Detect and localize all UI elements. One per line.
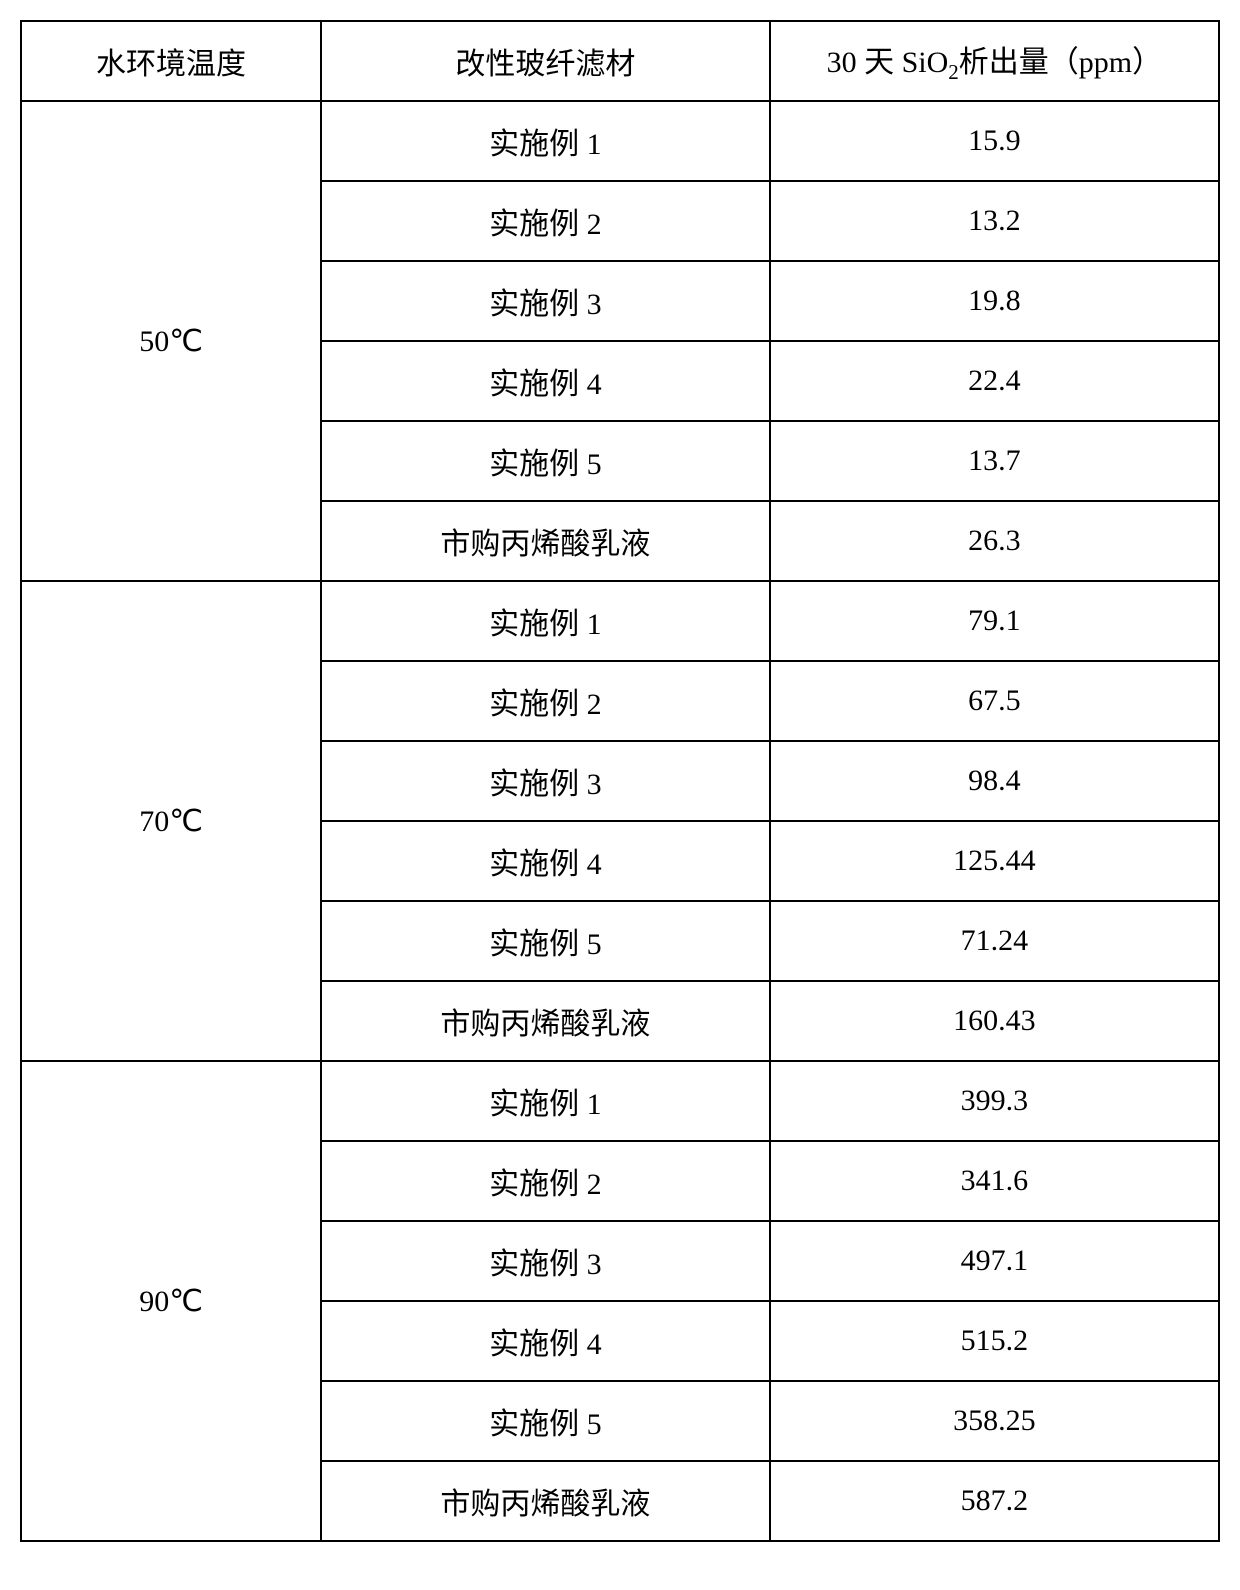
material-cell: 市购丙烯酸乳液: [321, 1461, 770, 1541]
value-cell: 497.1: [770, 1221, 1219, 1301]
header-value: 30 天 SiO2析出量（ppm）: [770, 21, 1219, 101]
value-cell: 587.2: [770, 1461, 1219, 1541]
value-cell: 79.1: [770, 581, 1219, 661]
temperature-cell: 70℃: [21, 581, 321, 1061]
table-row: 90℃ 实施例 1 399.3: [21, 1061, 1219, 1141]
value-cell: 15.9: [770, 101, 1219, 181]
material-cell: 实施例 3: [321, 1221, 770, 1301]
temperature-cell: 50℃: [21, 101, 321, 581]
material-cell: 实施例 3: [321, 741, 770, 821]
material-cell: 实施例 5: [321, 901, 770, 981]
value-cell: 160.43: [770, 981, 1219, 1061]
material-cell: 实施例 1: [321, 581, 770, 661]
material-cell: 实施例 4: [321, 1301, 770, 1381]
material-cell: 实施例 1: [321, 101, 770, 181]
material-cell: 实施例 4: [321, 341, 770, 421]
data-table: 水环境温度 改性玻纤滤材 30 天 SiO2析出量（ppm） 50℃ 实施例 1…: [20, 20, 1220, 1542]
value-cell: 22.4: [770, 341, 1219, 421]
value-cell: 125.44: [770, 821, 1219, 901]
table-row: 50℃ 实施例 1 15.9: [21, 101, 1219, 181]
material-cell: 实施例 4: [321, 821, 770, 901]
value-cell: 98.4: [770, 741, 1219, 821]
value-cell: 67.5: [770, 661, 1219, 741]
header-temperature: 水环境温度: [21, 21, 321, 101]
temperature-cell: 90℃: [21, 1061, 321, 1541]
material-cell: 实施例 1: [321, 1061, 770, 1141]
value-cell: 19.8: [770, 261, 1219, 341]
value-cell: 515.2: [770, 1301, 1219, 1381]
table-body: 50℃ 实施例 1 15.9 实施例 2 13.2 实施例 3 19.8 实施例…: [21, 101, 1219, 1541]
table-row: 70℃ 实施例 1 79.1: [21, 581, 1219, 661]
material-cell: 实施例 2: [321, 1141, 770, 1221]
value-cell: 399.3: [770, 1061, 1219, 1141]
material-cell: 实施例 5: [321, 421, 770, 501]
material-cell: 市购丙烯酸乳液: [321, 981, 770, 1061]
header-material: 改性玻纤滤材: [321, 21, 770, 101]
value-cell: 71.24: [770, 901, 1219, 981]
material-cell: 实施例 2: [321, 661, 770, 741]
value-cell: 358.25: [770, 1381, 1219, 1461]
value-cell: 341.6: [770, 1141, 1219, 1221]
material-cell: 实施例 3: [321, 261, 770, 341]
material-cell: 市购丙烯酸乳液: [321, 501, 770, 581]
value-cell: 13.2: [770, 181, 1219, 261]
value-cell: 13.7: [770, 421, 1219, 501]
value-cell: 26.3: [770, 501, 1219, 581]
material-cell: 实施例 2: [321, 181, 770, 261]
header-row: 水环境温度 改性玻纤滤材 30 天 SiO2析出量（ppm）: [21, 21, 1219, 101]
material-cell: 实施例 5: [321, 1381, 770, 1461]
